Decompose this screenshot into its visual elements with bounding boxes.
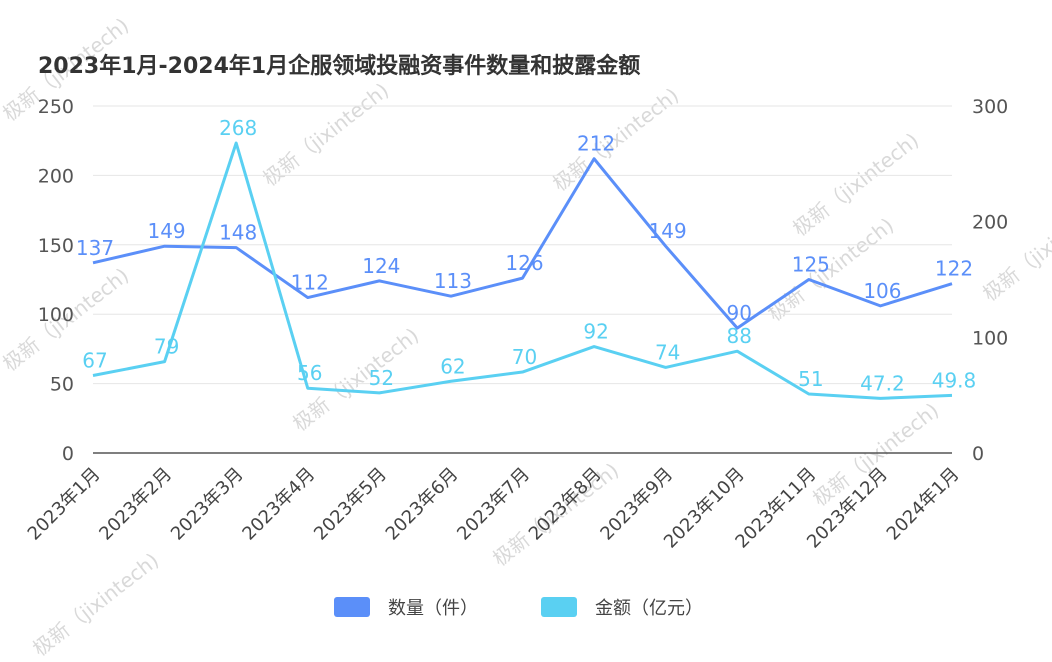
x-tick-label: 2024年1月 xyxy=(883,464,964,545)
y-left-tick-label: 150 xyxy=(38,235,74,257)
legend-item-count[interactable]: 数量（件） xyxy=(334,594,478,620)
y-left-tick-label: 250 xyxy=(38,96,74,118)
data-label-count: 148 xyxy=(219,221,257,245)
legend-label-amount: 金额（亿元） xyxy=(595,598,703,619)
x-tick-label: 2023年2月 xyxy=(95,464,176,545)
data-label-count: 124 xyxy=(362,254,400,278)
data-label-count: 126 xyxy=(505,251,543,275)
legend-item-amount[interactable]: 金额（亿元） xyxy=(541,594,703,620)
data-label-amount: 67 xyxy=(82,349,107,373)
data-label-amount: 49.8 xyxy=(932,368,977,392)
series-line-amount xyxy=(92,141,953,400)
data-label-amount: 47.2 xyxy=(860,371,905,395)
legend-label-count: 数量（件） xyxy=(388,598,478,619)
x-tick-label: 2023年1月 xyxy=(24,464,105,545)
legend-swatch-amount xyxy=(541,597,577,617)
y-left-tick-label: 100 xyxy=(38,304,74,326)
y-right-tick-label: 100 xyxy=(972,327,1008,349)
watermark-text: 极新（jixintech) xyxy=(763,213,898,326)
data-label-count: 137 xyxy=(76,236,114,260)
x-tick-label: 2023年3月 xyxy=(167,464,248,545)
data-label-amount: 74 xyxy=(655,340,680,364)
y-right-tick-label: 0 xyxy=(972,443,984,465)
data-label-count: 125 xyxy=(792,253,830,277)
y-left-tick-label: 200 xyxy=(38,165,74,187)
data-label-amount: 88 xyxy=(727,324,752,348)
data-label-count: 106 xyxy=(863,279,901,303)
x-tick-label: 2023年6月 xyxy=(382,464,463,545)
data-label-count: 112 xyxy=(291,271,329,295)
series-line-count xyxy=(92,157,953,330)
watermark-text: 极新（jixintech) xyxy=(548,83,683,196)
watermark-text: 极新（jixintech) xyxy=(978,193,1052,306)
data-label-amount: 51 xyxy=(798,367,823,391)
data-label-amount: 52 xyxy=(369,366,394,390)
legend-swatch-count xyxy=(334,597,370,617)
y-left-tick-label: 50 xyxy=(50,374,74,396)
data-label-amount: 268 xyxy=(219,116,257,140)
x-tick-label: 2023年4月 xyxy=(238,464,319,545)
data-label-amount: 56 xyxy=(297,361,322,385)
data-label-amount: 79 xyxy=(154,335,179,359)
data-label-count: 90 xyxy=(727,301,752,325)
y-right-tick-label: 300 xyxy=(972,96,1008,118)
data-label-count: 149 xyxy=(649,219,687,243)
y-left-tick-label: 0 xyxy=(62,443,74,465)
y-right-tick-label: 200 xyxy=(972,212,1008,234)
data-label-count: 113 xyxy=(434,269,472,293)
legend: 数量（件） 金额（亿元） xyxy=(0,594,1052,620)
data-label-amount: 92 xyxy=(583,320,608,344)
data-label-count: 212 xyxy=(577,132,615,156)
watermark-text: 极新（jixintech) xyxy=(258,78,393,191)
data-label-count: 122 xyxy=(935,257,973,281)
watermark-text: 极新（jixintech) xyxy=(788,128,923,241)
x-tick-label: 2023年5月 xyxy=(310,464,391,545)
data-label-count: 149 xyxy=(147,219,185,243)
chart-title: 2023年1月-2024年1月企服领域投融资事件数量和披露金额 xyxy=(38,54,641,79)
x-tick-label: 2023年8月 xyxy=(525,464,606,545)
data-label-amount: 70 xyxy=(512,345,537,369)
data-label-amount: 62 xyxy=(440,354,465,378)
